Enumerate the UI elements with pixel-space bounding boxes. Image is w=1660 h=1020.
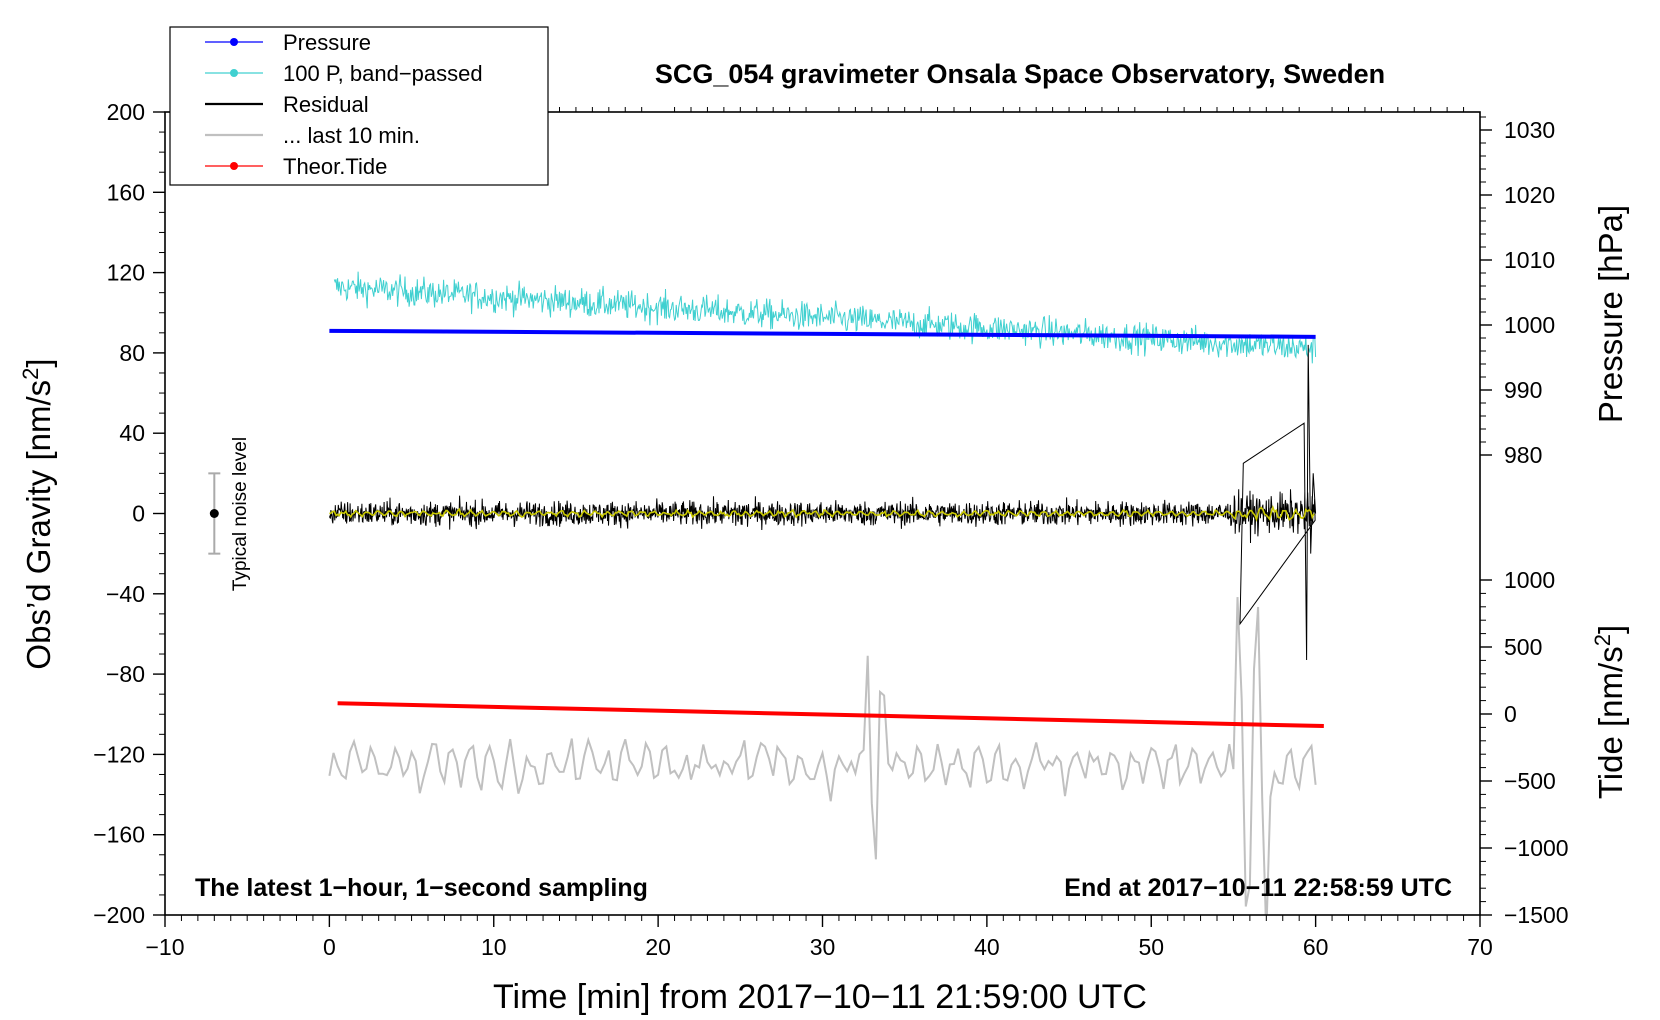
tide-tick-label: −1000	[1504, 835, 1569, 861]
filtered-residual-line	[329, 504, 1315, 523]
x-tick-label: −10	[145, 934, 184, 960]
y-tick-label: −40	[106, 581, 145, 607]
noise-center-dot	[209, 509, 219, 518]
tide-axis: −1500 −1000 −500 0 500 1000	[1480, 567, 1569, 928]
legend-entries: Pressure 100 P, band−passed Residual ... la…	[205, 30, 483, 179]
pressure-line	[329, 328, 1316, 339]
pressure-tick-label: 980	[1504, 442, 1542, 468]
last-10min-line	[328, 597, 1317, 915]
legend-marker-0	[230, 38, 238, 46]
pressure-tick-label: 1000	[1504, 312, 1555, 338]
pressure-tick-label: 1020	[1504, 182, 1555, 208]
tide-tick-label: −1500	[1504, 902, 1569, 928]
noise-level-label: Typical noise level	[230, 437, 251, 591]
x-tick-label: 50	[1138, 934, 1164, 960]
tide-tick-label: 500	[1504, 634, 1542, 660]
x-axis-label: Time [min] from 2017−10−11 21:59:00 UTC	[493, 978, 1147, 1016]
legend-box	[169, 26, 549, 186]
y-axis: −200 −160 −120 −80 −40 0 40 80 120 160 200	[93, 99, 165, 928]
x-axis: −10 0 10 20 30 40 50 60 70	[145, 107, 1493, 960]
y-axis-label-sup: 2	[18, 368, 43, 380]
annotation-sampling: The latest 1−hour, 1−second sampling	[195, 874, 648, 902]
y-tick-label: 120	[107, 260, 145, 286]
pressure-tick-label: 1030	[1504, 117, 1555, 143]
tide-tick-label: 1000	[1504, 567, 1555, 593]
y-axis-label-text: Obs’d Gravity [nm/s	[20, 380, 57, 670]
y-axis-label: Obs’d Gravity [nm/s2]	[18, 358, 58, 669]
x-tick-label: 20	[645, 934, 671, 960]
y-tick-label: 200	[107, 99, 145, 125]
annotation-end-time: End at 2017−10−11 22:58:59 UTC	[1064, 874, 1452, 902]
y-tick-label: −160	[93, 822, 145, 848]
y-tick-label: 40	[119, 420, 145, 446]
legend-marker-1	[230, 69, 238, 77]
x-tick-label: 70	[1467, 934, 1493, 960]
tide-tick-label: −500	[1504, 768, 1556, 794]
x-tick-label: 10	[481, 934, 507, 960]
tide-tick-label: 0	[1504, 701, 1517, 727]
residual-line	[328, 344, 1317, 661]
legend-marker-4	[230, 162, 238, 170]
x-tick-label: 0	[323, 934, 336, 960]
typical-noise-indicator	[208, 472, 221, 555]
tide-axis-label: Tide [nm/s2]	[1590, 625, 1630, 799]
x-tick-label: 40	[974, 934, 1000, 960]
y-tick-label: 160	[107, 179, 145, 205]
legend: Pressure 100 P, band−passed Residual ... la…	[169, 26, 549, 186]
x-tick-label: 30	[810, 934, 836, 960]
pressure-tick-label: 1010	[1504, 247, 1555, 273]
legend-label: ... last 10 min.	[283, 123, 420, 148]
legend-label: 100 P, band−passed	[283, 61, 483, 86]
chart-title: SCG_054 gravimeter Onsala Space Observat…	[655, 59, 1385, 89]
y-tick-label: −80	[106, 661, 145, 687]
pressure-axis-label: Pressure [hPa]	[1592, 205, 1629, 423]
pressure-tick-label: 990	[1504, 377, 1542, 403]
y-tick-label: −200	[93, 902, 145, 928]
bandpassed-pressure-line	[333, 271, 1317, 364]
legend-label: Pressure	[283, 30, 371, 55]
pressure-axis: 980 990 1000 1010 1020 1030	[1480, 116, 1555, 468]
theoretical-tide-line	[337, 701, 1324, 729]
legend-label: Theor.Tide	[283, 154, 387, 179]
y-tick-label: −120	[93, 741, 145, 767]
tide-axis-label-text: Tide [nm/s	[1592, 646, 1629, 799]
tide-axis-label-sup: 2	[1590, 634, 1615, 646]
tide-axis-label-end: ]	[1592, 625, 1629, 634]
x-tick-label: 60	[1303, 934, 1329, 960]
series-layer	[328, 271, 1324, 915]
legend-label: Residual	[283, 92, 369, 117]
y-axis-label-end: ]	[20, 358, 57, 367]
y-tick-label: 0	[132, 501, 145, 527]
y-tick-label: 80	[119, 340, 145, 366]
